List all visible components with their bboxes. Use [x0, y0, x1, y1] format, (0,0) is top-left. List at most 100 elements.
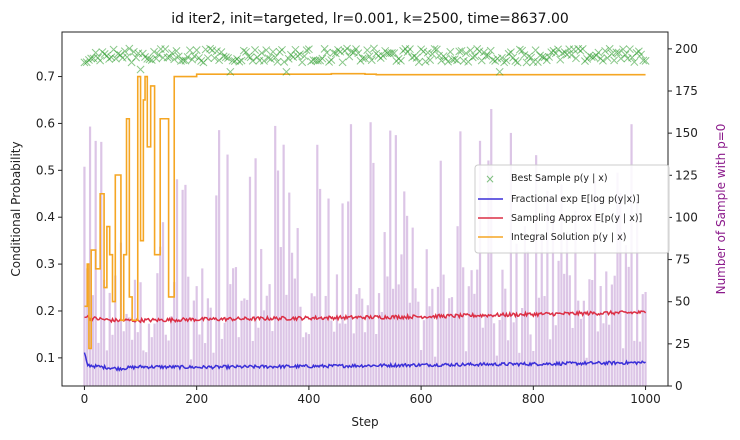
best-sample-marker	[304, 45, 313, 54]
y2-tick-label: 25	[675, 337, 690, 351]
best-sample-marker	[132, 53, 141, 62]
bar	[369, 122, 372, 387]
best-sample-marker	[219, 52, 228, 61]
legend-label-integral: Integral Solution p(y | x)	[511, 232, 626, 243]
best-sample-marker	[123, 53, 132, 62]
bar	[173, 282, 176, 386]
bars-layer	[83, 108, 647, 387]
best-sample-marker	[138, 49, 147, 58]
bar	[613, 275, 616, 386]
best-sample-marker	[302, 46, 311, 55]
y2-tick-label: 75	[675, 253, 690, 267]
best-sample-marker	[502, 56, 511, 65]
bar	[557, 260, 560, 386]
best-sample-marker	[165, 53, 174, 61]
bar	[254, 158, 257, 386]
bar	[638, 341, 642, 386]
best-sample-marker	[594, 48, 603, 57]
bar	[366, 305, 369, 386]
y2-tick-label: 175	[675, 84, 698, 98]
bar	[543, 296, 546, 386]
bar	[310, 293, 313, 386]
best-sample-marker	[352, 45, 360, 54]
bar	[487, 160, 490, 386]
bar	[215, 195, 218, 386]
bar	[453, 314, 456, 386]
bar	[560, 184, 563, 386]
best-sample-marker	[228, 56, 237, 65]
best-sample-marker	[183, 53, 192, 61]
best-sample-marker	[426, 56, 435, 64]
best-sample-marker	[331, 49, 340, 58]
best-sample-marker	[343, 44, 351, 53]
bar	[467, 286, 470, 386]
bar	[591, 280, 594, 386]
bar	[641, 294, 644, 386]
bar	[234, 267, 238, 386]
x-tick-label: 400	[297, 392, 320, 406]
bar	[380, 311, 383, 386]
best-sample-marker	[437, 56, 446, 65]
bar	[478, 140, 482, 386]
best-sample-marker	[625, 45, 634, 54]
bar	[568, 275, 571, 386]
best-sample-marker	[87, 54, 96, 63]
best-sample-marker	[91, 48, 100, 57]
bar	[293, 278, 296, 386]
bar	[532, 350, 535, 386]
best-sample-marker	[226, 67, 235, 76]
bar	[408, 302, 411, 386]
bar	[187, 276, 190, 386]
bar	[150, 337, 153, 386]
best-sample-marker	[318, 54, 327, 63]
best-sample-marker	[190, 52, 199, 61]
bar	[391, 288, 395, 386]
best-sample-marker	[524, 52, 533, 61]
y2-tick-label: 125	[675, 168, 698, 182]
best-sample-marker	[536, 51, 545, 60]
bar	[122, 331, 125, 386]
bar	[100, 141, 103, 386]
best-sample-marker	[466, 46, 475, 55]
y-tick-label: 0.4	[36, 210, 55, 224]
bar	[232, 268, 235, 386]
bar	[299, 306, 302, 386]
bar	[229, 284, 232, 386]
bar	[341, 203, 344, 386]
bar	[296, 228, 299, 386]
best-sample-marker	[542, 56, 551, 65]
bar	[375, 334, 378, 386]
bar	[622, 348, 625, 386]
best-sample-marker	[567, 51, 576, 59]
best-sample-marker	[486, 46, 495, 55]
bar	[203, 343, 207, 386]
bar	[417, 301, 420, 386]
best-sample-marker	[619, 45, 628, 54]
best-sample-marker	[129, 47, 138, 56]
bar	[644, 291, 647, 386]
bar	[192, 300, 195, 386]
bar	[358, 288, 361, 386]
bar	[153, 323, 156, 386]
bar	[91, 295, 94, 386]
bar	[563, 273, 566, 386]
bar	[83, 166, 86, 386]
bar	[574, 210, 577, 386]
best-sample-marker	[210, 54, 219, 63]
bar	[114, 275, 117, 386]
best-sample-marker	[453, 56, 461, 65]
bar	[450, 297, 454, 386]
bar	[307, 334, 310, 386]
best-sample-marker	[192, 46, 201, 55]
best-sample-marker	[612, 48, 621, 57]
best-sample-marker	[578, 44, 587, 53]
best-sample-marker	[125, 44, 134, 53]
best-sample-marker	[423, 48, 432, 57]
best-sample-marker	[295, 50, 304, 59]
best-sample-marker	[616, 54, 625, 63]
best-sample-marker	[475, 47, 484, 56]
best-sample-marker	[358, 54, 367, 63]
y-tick-label: 0.1	[36, 351, 55, 365]
bar	[462, 267, 465, 386]
best-sample-marker	[518, 46, 527, 55]
